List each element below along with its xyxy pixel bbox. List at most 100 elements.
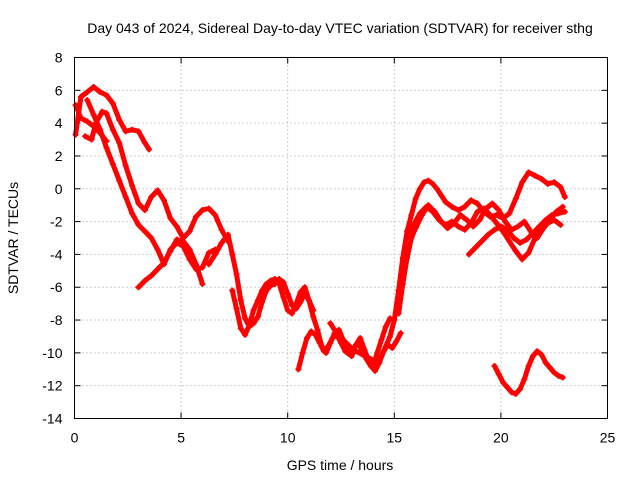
data-point [212,251,219,258]
data-point [180,238,187,245]
data-point [116,177,123,184]
data-point [122,193,129,200]
data-point [233,271,240,278]
data-point [284,290,291,297]
data-point [242,331,249,338]
data-point [97,88,104,95]
data-point [148,272,155,279]
data-point [468,197,475,204]
data-point [99,108,106,115]
data-point [246,321,253,328]
data-point [487,212,494,219]
data-point [320,348,327,355]
data-point [480,205,487,212]
data-point [491,226,498,233]
data-point [193,213,200,220]
data-point [476,216,483,223]
data-point [506,210,513,217]
data-point [429,208,436,215]
y-tick-label: 8 [55,50,63,66]
data-point [374,349,381,356]
data-point [148,193,155,200]
data-point [316,340,323,347]
data-point [229,251,236,258]
data-point [416,210,423,217]
data-point [412,195,419,202]
y-tick-label: -12 [42,378,62,394]
data-point [161,197,168,204]
data-point [544,180,551,187]
data-point [129,182,136,189]
data-point [365,354,372,361]
data-point [90,84,97,91]
data-point [173,223,180,230]
data-point [489,200,496,207]
data-point [457,212,464,219]
data-point [525,249,532,256]
data-point [423,203,430,210]
data-point [237,297,244,304]
data-point [425,177,432,184]
x-tick-label: 25 [600,430,616,446]
data-point [504,226,511,233]
data-point [295,366,302,373]
data-point [372,358,379,365]
data-point [478,238,485,245]
data-point [485,231,492,238]
data-point [141,139,148,146]
data-point [521,218,528,225]
data-point [448,203,455,210]
data-point [72,102,79,109]
data-point [493,212,500,219]
data-point [561,208,568,215]
x-tick-label: 5 [177,430,185,446]
data-point [504,384,511,391]
data-point [559,203,566,210]
data-point [378,353,385,360]
data-point [199,264,206,271]
data-point [199,280,206,287]
data-point [225,231,232,238]
data-point [82,133,89,140]
data-point [205,249,212,256]
y-tick-label: -14 [42,411,62,427]
x-tick-label: 20 [493,430,509,446]
data-point [355,340,362,347]
data-point [525,362,532,369]
data-point [395,310,402,317]
data-point [367,362,374,369]
chart-title: Day 043 of 2024, Sidereal Day-to-day VTE… [87,20,593,36]
data-point [186,246,193,253]
data-point [493,220,500,227]
data-point [557,221,564,228]
data-point [254,313,261,320]
data-point [135,200,142,207]
data-point [103,110,110,117]
x-tick-label: 10 [280,430,296,446]
y-tick-label: 6 [55,82,63,98]
data-point [557,184,564,191]
data-point [393,338,400,345]
data-point [538,351,545,358]
data-point [116,139,123,146]
data-point [519,179,526,186]
data-point [77,93,84,100]
data-point [263,280,270,287]
data-point [250,307,257,314]
data-point [538,175,545,182]
data-point [500,379,507,386]
y-tick-label: -6 [50,279,63,295]
y-tick-label: 0 [55,181,63,197]
data-point [561,193,568,200]
data-series [72,84,568,397]
data-point [474,200,481,207]
data-point [129,126,136,133]
data-point [242,315,249,322]
data-point [359,351,366,358]
data-point [391,317,398,324]
data-point [346,343,353,350]
data-point [297,289,304,296]
data-point [474,208,481,215]
data-point [378,336,385,343]
data-point [84,88,91,95]
